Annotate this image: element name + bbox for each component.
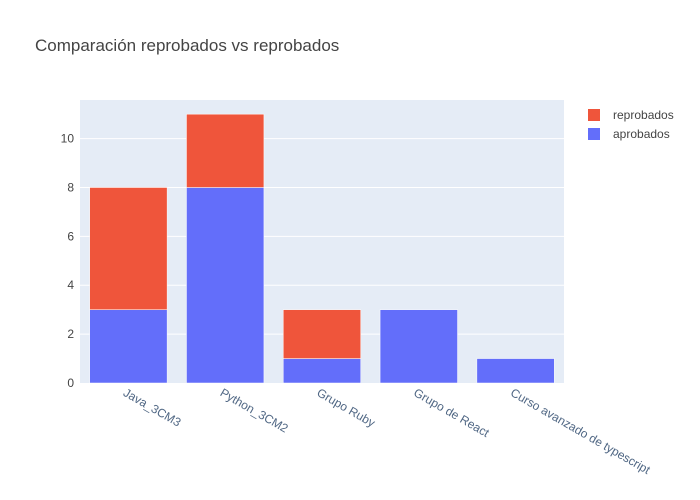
bar-aprobados-4 — [476, 358, 555, 384]
y-tick-label: 8 — [67, 180, 74, 194]
bar-reprobados-1 — [186, 113, 265, 188]
y-tick-label: 2 — [67, 327, 74, 341]
bars — [89, 113, 555, 384]
bar-aprobados-3 — [379, 309, 458, 384]
x-tick-label: Grupo de React — [411, 385, 492, 440]
x-tick-label: Curso avanzado de typescript — [508, 385, 653, 477]
y-tick-label: 0 — [67, 376, 74, 390]
legend: reprobados aprobados — [588, 108, 674, 141]
x-axis-ticks: Java_3CM3 Python_3CM2 Grupo Ruby Grupo de R… — [121, 385, 653, 477]
bar-aprobados-1 — [186, 187, 265, 384]
bar-aprobados-2 — [283, 358, 361, 384]
bar-reprobados-2 — [283, 309, 361, 359]
x-tick-label: Java_3CM3 — [121, 385, 184, 429]
y-axis-ticks: 0 2 4 6 8 10 — [61, 132, 75, 390]
x-tick-label: Python_3CM2 — [218, 385, 291, 435]
legend-label-aprobados[interactable]: aprobados — [613, 127, 670, 141]
bar-reprobados-0 — [89, 187, 168, 310]
bar-aprobados-0 — [89, 309, 168, 384]
y-tick-label: 6 — [67, 229, 74, 243]
legend-label-reprobados[interactable]: reprobados — [613, 108, 674, 122]
legend-swatch-aprobados[interactable] — [588, 128, 600, 140]
y-tick-label: 4 — [67, 278, 74, 292]
chart-title: Comparación reprobados vs reprobados — [35, 36, 339, 55]
legend-swatch-reprobados[interactable] — [588, 109, 600, 121]
x-tick-label: Grupo Ruby — [315, 385, 378, 429]
y-tick-label: 10 — [61, 132, 75, 146]
